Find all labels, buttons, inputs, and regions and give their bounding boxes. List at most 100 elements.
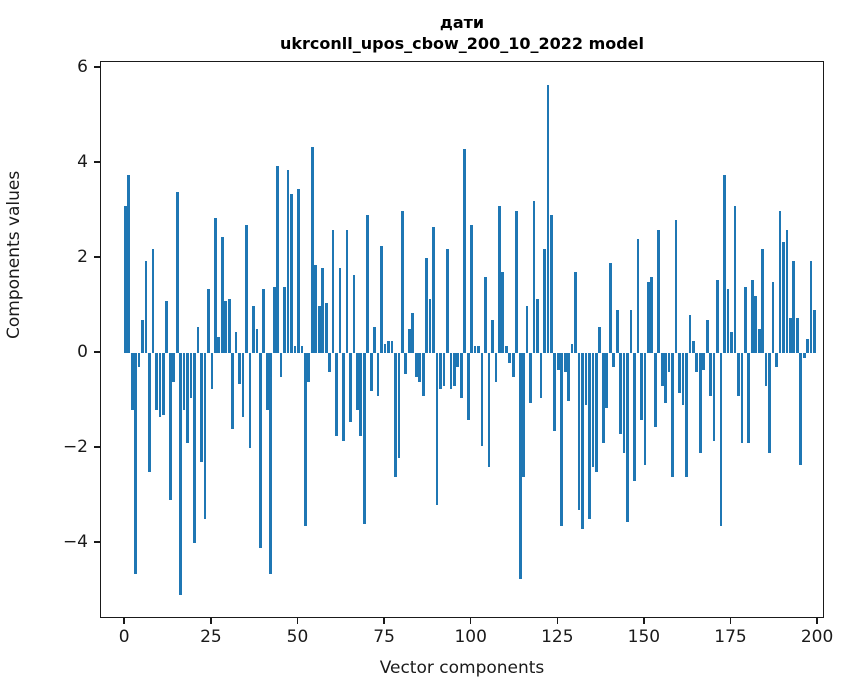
bar — [172, 353, 176, 382]
bar — [511, 353, 515, 377]
y-tick-label: 6 — [77, 56, 88, 77]
bar — [179, 353, 183, 596]
x-tick-mark — [123, 618, 125, 624]
bar — [581, 353, 584, 529]
bar — [186, 353, 189, 444]
bar — [719, 353, 723, 527]
bar — [414, 353, 418, 377]
bar — [175, 191, 179, 353]
bar — [207, 289, 210, 354]
bar — [681, 353, 685, 406]
bar — [598, 327, 602, 354]
y-tick-mark — [94, 161, 100, 163]
bar — [418, 353, 422, 382]
bar — [380, 246, 383, 353]
bar — [522, 353, 525, 477]
bar — [556, 353, 560, 370]
bar — [213, 217, 217, 354]
bar — [279, 353, 283, 377]
bar — [775, 353, 778, 368]
y-tick-mark — [94, 66, 100, 68]
bar — [224, 300, 228, 353]
bar — [643, 353, 647, 465]
bar — [698, 353, 702, 453]
bar — [359, 353, 363, 437]
bar — [310, 146, 314, 354]
bar — [189, 353, 193, 399]
bar — [737, 353, 740, 396]
bar — [321, 267, 325, 354]
x-tick-mark — [296, 618, 299, 624]
bar — [425, 258, 428, 354]
bar — [366, 215, 370, 354]
bar — [355, 353, 359, 411]
bar — [789, 317, 792, 354]
x-tick-mark — [556, 618, 559, 624]
bar — [151, 248, 155, 354]
bar — [813, 310, 816, 353]
bar — [217, 336, 221, 354]
bar — [394, 353, 397, 477]
bar — [730, 331, 733, 354]
x-tick-label: 75 — [373, 627, 395, 647]
bar — [231, 353, 234, 430]
bar — [750, 279, 754, 354]
bar — [369, 353, 373, 392]
x-tick-label: 0 — [118, 627, 130, 647]
bar — [376, 353, 380, 396]
plot-area — [100, 61, 824, 618]
bar — [307, 353, 311, 382]
bar — [588, 353, 591, 520]
bar — [539, 353, 543, 399]
bar — [272, 286, 276, 354]
x-tick-label: 100 — [454, 627, 487, 647]
bar — [276, 165, 280, 354]
bar — [404, 353, 408, 375]
bar — [494, 353, 498, 382]
x-tick-label: 200 — [800, 627, 834, 647]
bar — [362, 353, 366, 524]
bar — [439, 353, 442, 389]
bar — [768, 353, 771, 453]
x-tick-mark — [643, 618, 645, 624]
x-tick-mark — [383, 618, 385, 624]
bar — [349, 353, 352, 422]
bar — [764, 353, 768, 387]
bar — [155, 353, 158, 411]
bar — [536, 298, 539, 354]
bar — [491, 319, 494, 353]
x-tick-mark — [816, 618, 818, 624]
bar — [660, 353, 664, 387]
bar — [446, 248, 449, 354]
bar — [300, 346, 304, 354]
bar — [608, 262, 612, 354]
bar — [612, 353, 616, 368]
x-tick-label: 175 — [714, 627, 747, 647]
y-tick-label: −4 — [62, 531, 88, 552]
bar — [563, 353, 567, 373]
x-tick-mark — [210, 618, 212, 624]
bar — [504, 346, 508, 354]
bar — [709, 353, 713, 396]
bar — [705, 319, 709, 353]
bar — [778, 210, 782, 354]
bar — [123, 205, 127, 354]
bar — [498, 205, 501, 354]
bar — [432, 227, 435, 353]
bar — [518, 353, 522, 579]
bar — [792, 260, 796, 354]
bar — [473, 346, 477, 354]
y-tick-mark — [94, 541, 100, 543]
bar — [390, 341, 394, 354]
bar — [733, 205, 737, 354]
bar — [203, 353, 207, 520]
chart-title-line1: дати — [439, 13, 485, 32]
bar — [636, 239, 640, 354]
bar — [657, 229, 661, 354]
bar — [293, 346, 297, 354]
x-tick-mark — [469, 618, 472, 624]
bar — [674, 220, 678, 354]
bar — [615, 310, 619, 353]
bar — [653, 353, 657, 427]
bar — [553, 353, 557, 432]
